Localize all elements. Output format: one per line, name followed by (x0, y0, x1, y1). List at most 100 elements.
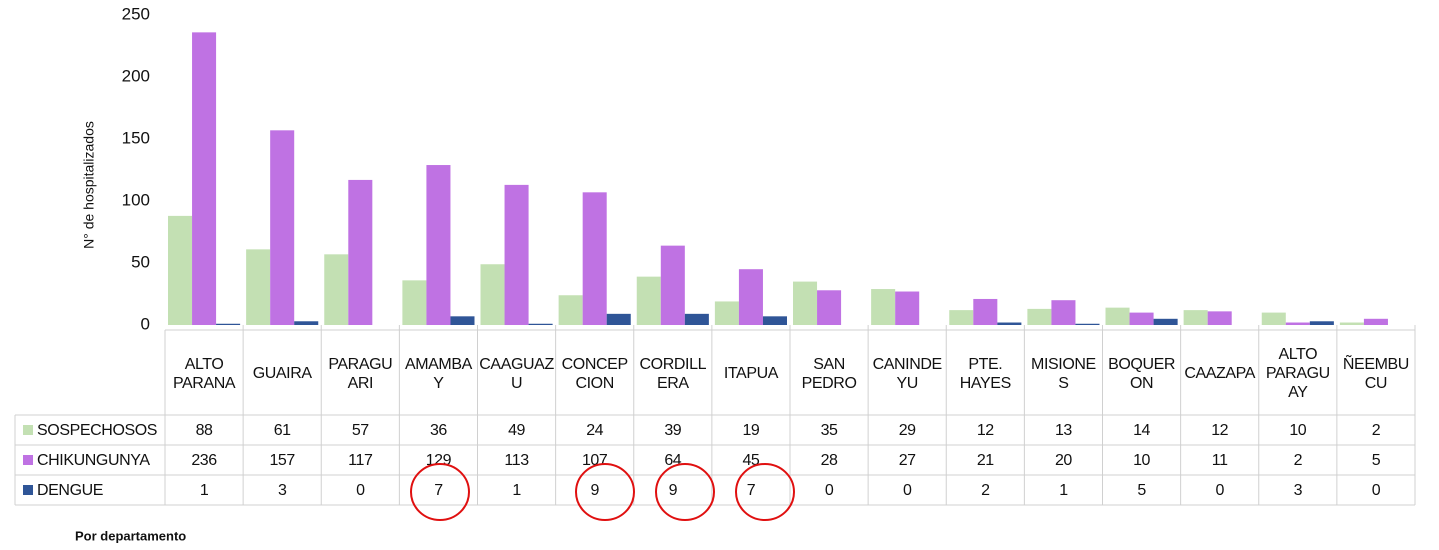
table-value: 129 (425, 451, 452, 469)
legend-entry: SOSPECHOSOS (15, 415, 165, 445)
bar (871, 289, 896, 325)
table-value: 2 (1371, 421, 1381, 439)
y-tick-label: 150 (122, 128, 150, 147)
legend-entry: CHIKUNGUNYA (15, 445, 165, 475)
legend-swatch (23, 425, 33, 435)
table-value: 35 (820, 421, 838, 439)
bar (426, 165, 451, 325)
category-label: CAAZAPA (1184, 365, 1256, 382)
table-value: 14 (1133, 421, 1151, 439)
bar (450, 316, 475, 325)
table-value: 0 (824, 481, 834, 499)
bar (997, 322, 1022, 325)
table-value: 1 (199, 481, 209, 499)
note: Por departamento (75, 528, 186, 543)
table-value: 9 (668, 481, 678, 499)
table-value: 61 (273, 421, 291, 439)
bar (636, 276, 661, 325)
bar (1129, 312, 1154, 325)
table-value: 107 (581, 451, 608, 469)
bar (1261, 312, 1286, 325)
bar (738, 269, 763, 325)
bar (168, 215, 193, 325)
table-value: 9 (590, 481, 599, 499)
bar (504, 184, 529, 325)
bar (294, 321, 319, 325)
category-label: ALTO PARAGU AY (1265, 346, 1330, 401)
table-value: 10 (1289, 421, 1307, 439)
table-value: 1 (512, 481, 521, 499)
bar (1285, 322, 1310, 325)
table-value: 45 (742, 451, 760, 469)
bar (348, 179, 373, 325)
bar (660, 245, 685, 325)
bar (714, 301, 739, 325)
y-tick-label: 0 (141, 314, 150, 333)
category-label: GUAIRA (252, 365, 312, 382)
bar (528, 323, 553, 325)
table-value: 39 (664, 421, 682, 439)
category-label: CANINDE YU (872, 355, 943, 392)
bar (1363, 318, 1388, 325)
table-value: 21 (976, 451, 994, 469)
bar (480, 264, 505, 325)
table-value: 2 (981, 481, 990, 499)
category-label: ALTO PARANA (172, 355, 236, 392)
category-label: ÑEEMBU CU (1342, 355, 1409, 392)
bar (1183, 310, 1208, 325)
y-tick-label: 250 (122, 4, 150, 23)
y-tick-label: 50 (131, 252, 150, 271)
bar (1339, 322, 1364, 325)
table-value: 88 (195, 421, 213, 439)
table-value: 20 (1054, 451, 1072, 469)
table-value: 157 (269, 451, 295, 469)
bar (216, 323, 241, 325)
category-label: MISIONE S (1031, 355, 1096, 392)
bar (606, 313, 631, 325)
table-value: 57 (351, 421, 369, 439)
category-label: BOQUER ON (1108, 355, 1176, 392)
bar (1207, 311, 1232, 325)
category-label: CAAGUAZ U (479, 355, 554, 392)
category-label: ITAPUA (723, 365, 779, 382)
category-label: SAN PEDRO (801, 355, 857, 392)
table-value: 0 (1371, 481, 1381, 499)
legend-entry: DENGUE (15, 475, 165, 505)
table-value: 0 (356, 481, 365, 499)
table-value: 0 (902, 481, 912, 499)
table-value: 5 (1137, 481, 1146, 499)
table-value: 117 (348, 451, 373, 469)
table-value: 5 (1371, 451, 1381, 469)
bar (1105, 307, 1130, 325)
legend-swatch (23, 485, 33, 495)
legend-label: CHIKUNGUNYA (37, 451, 150, 469)
table-value: 11 (1211, 451, 1228, 469)
bar (1075, 323, 1100, 325)
table-value: 29 (898, 421, 916, 439)
bar (1051, 300, 1076, 325)
y-axis-label: N° de hospitalizados (81, 121, 97, 249)
table-value: 64 (664, 451, 682, 469)
bar (817, 290, 842, 325)
bar (762, 316, 787, 325)
bar (1309, 321, 1334, 325)
table-value: 7 (434, 481, 443, 499)
table-value: 28 (820, 451, 838, 469)
table-value: 19 (742, 421, 760, 439)
y-tick-label: 200 (122, 66, 150, 85)
table-value: 0 (1215, 481, 1224, 499)
table-value: 10 (1133, 451, 1151, 469)
category-label: AMAMBA Y (404, 355, 472, 392)
bar (324, 254, 349, 325)
table-value: 2 (1293, 451, 1303, 469)
bar (1027, 308, 1052, 325)
table-value: 12 (1211, 421, 1229, 439)
y-tick-label: 100 (122, 190, 150, 209)
bar (270, 130, 295, 325)
legend-label: DENGUE (37, 481, 104, 499)
category-label: PARAGU ARI (328, 355, 393, 392)
bar (949, 310, 974, 325)
bar (582, 192, 607, 325)
